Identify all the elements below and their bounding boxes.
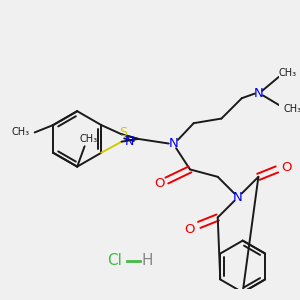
- Text: N: N: [233, 191, 243, 204]
- Text: CH₃: CH₃: [279, 68, 297, 78]
- Text: N: N: [169, 137, 178, 150]
- Text: CH₃: CH₃: [284, 104, 300, 114]
- Text: CH₃: CH₃: [12, 128, 30, 137]
- Text: H: H: [142, 254, 153, 268]
- Text: O: O: [185, 223, 195, 236]
- Text: N: N: [124, 135, 134, 148]
- Text: Cl: Cl: [107, 254, 122, 268]
- Text: N: N: [254, 87, 263, 100]
- Text: O: O: [281, 161, 291, 174]
- Text: O: O: [154, 177, 165, 190]
- Text: CH₃: CH₃: [79, 134, 98, 144]
- Text: S: S: [119, 126, 128, 139]
